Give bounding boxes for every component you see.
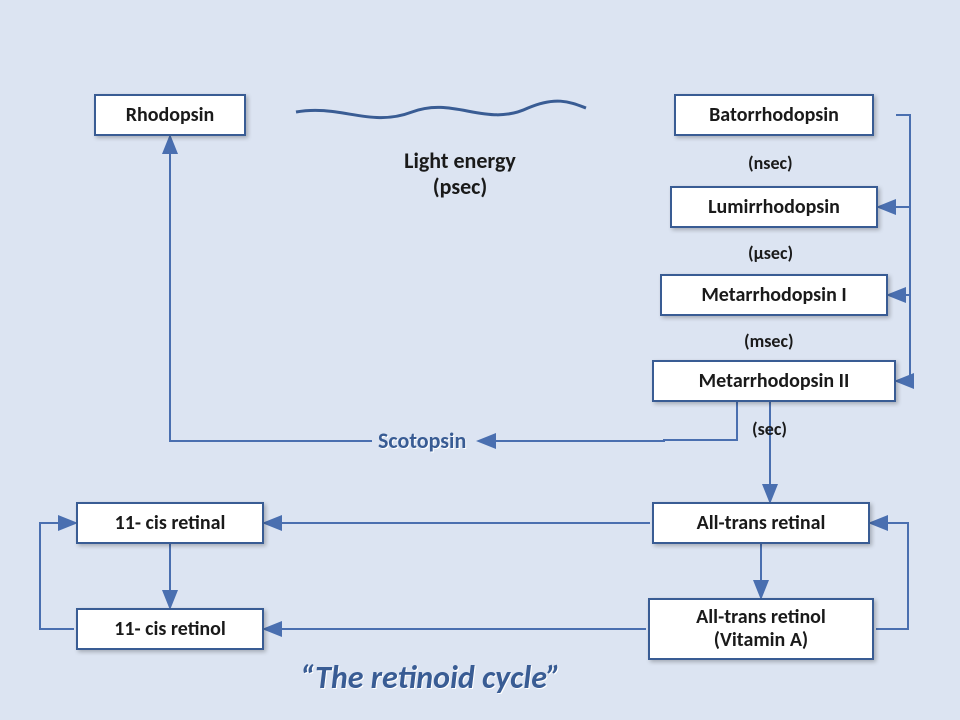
diagram-title: “The retinoid cycle” [300, 658, 561, 697]
node-lumirrhodopsin: Lumirrhodopsin [670, 186, 878, 228]
light-energy-label: Light energy (psec) [370, 148, 550, 201]
time-usec: (μsec) [748, 242, 793, 264]
light-wave [296, 101, 586, 118]
node-label: Metarrhodopsin I [701, 283, 846, 307]
light-line1: Light energy [370, 148, 550, 174]
node-metarrhodopsin-2: Metarrhodopsin II [652, 360, 896, 402]
node-alltrans-retinol: All-trans retinol (Vitamin A) [648, 598, 874, 660]
node-alltrans-retinal: All-trans retinal [652, 502, 870, 544]
time-nsec: (nsec) [748, 152, 793, 174]
edge-meta1-to-meta2 [898, 295, 910, 381]
node-label: All-trans retinol (Vitamin A) [696, 606, 826, 652]
scotopsin-label: Scotopsin [378, 427, 466, 454]
node-batorrhodopsin: Batorrhodopsin [674, 94, 874, 136]
node-label: All-trans retinal [697, 511, 826, 535]
time-msec: (msec) [744, 330, 794, 352]
node-metarrhodopsin-1: Metarrhodopsin I [660, 274, 888, 316]
node-label: Rhodopsin [126, 103, 215, 127]
diagram-stage: Rhodopsin Batorrhodopsin Lumirrhodopsin … [0, 0, 960, 720]
edge-retinol-back-to-retinal [872, 523, 908, 629]
node-rhodopsin: Rhodopsin [94, 94, 246, 136]
node-label: 11- cis retinol [114, 617, 226, 641]
edge-scotopsin-to-rhod [170, 138, 372, 441]
light-line2: (psec) [370, 174, 550, 200]
node-label: Lumirrhodopsin [708, 195, 840, 219]
time-sec: (sec) [752, 418, 787, 440]
node-cis-retinol: 11- cis retinol [76, 608, 264, 650]
node-cis-retinal: 11- cis retinal [76, 502, 264, 544]
edge-cisretinol-loop [40, 523, 74, 629]
node-label: 11- cis retinal [115, 511, 226, 535]
edge-lumir-to-meta1 [890, 207, 910, 295]
edge-meta2-to-scotopsin [480, 402, 737, 441]
node-label: Batorrhodopsin [709, 103, 839, 127]
node-label: Metarrhodopsin II [699, 369, 850, 393]
edge-bator-to-lumir [880, 115, 910, 207]
